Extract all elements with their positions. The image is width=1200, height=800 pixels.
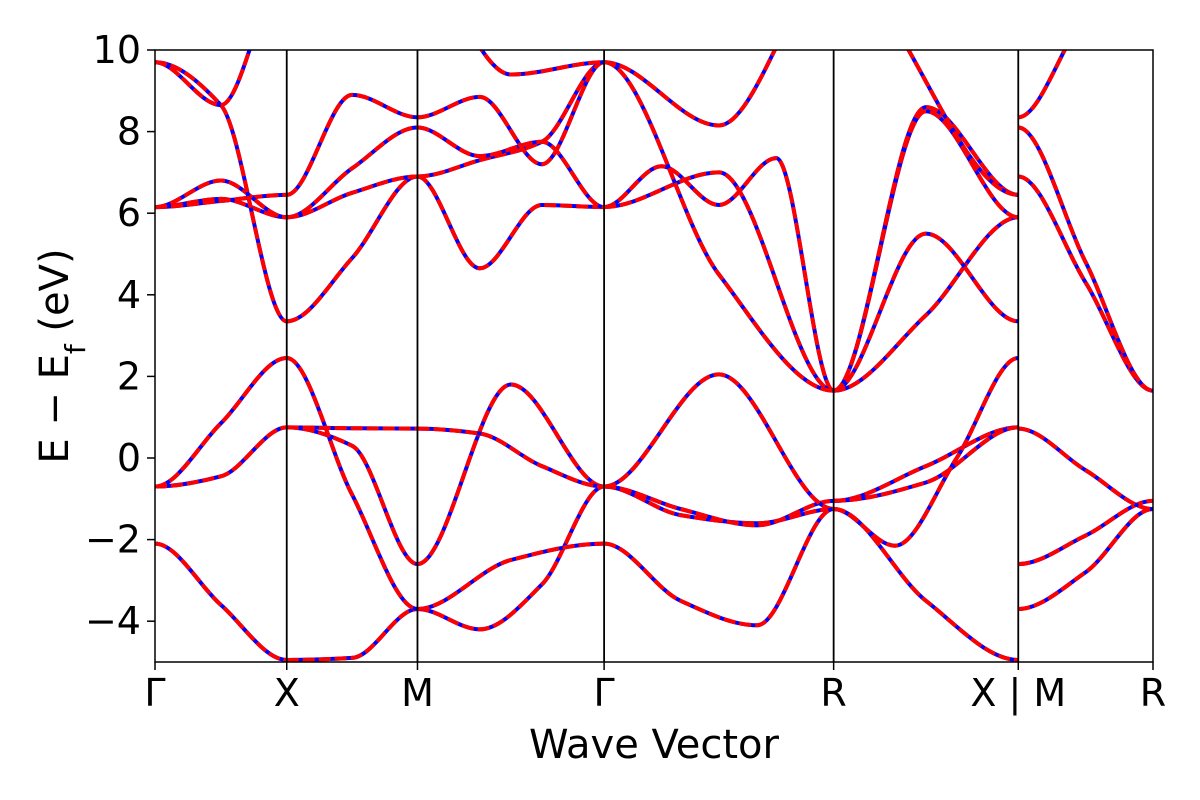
band-line-red-2-7 [417, 60, 605, 167]
band-line-red-0-7 [155, 50, 252, 108]
band-line-red-4-0 [833, 425, 1019, 503]
band-line-red-3-2 [603, 372, 834, 511]
band-line-red-0-6 [155, 60, 288, 324]
x-tick-label: R [820, 671, 846, 715]
band-line-red-2-3 [417, 541, 605, 611]
band-line-blue-3-2 [603, 372, 834, 511]
band-line-red-0-5 [155, 178, 287, 220]
band-line-red-5-1 [1018, 498, 1153, 567]
band-line-red-5-5 [1017, 50, 1067, 120]
band-line-blue-4-7 [832, 105, 1019, 393]
y-tick-label: 4 [117, 273, 141, 317]
band-line-red-3-4 [603, 156, 835, 393]
band-line-blue-5-2 [1018, 426, 1153, 511]
band-line-blue-4-6 [832, 109, 1019, 393]
band-line-blue-0-7 [155, 50, 252, 108]
x-tick-label: Γ [144, 671, 165, 715]
band-line-blue-2-2 [417, 426, 605, 489]
band-line-red-4-2 [833, 356, 1019, 548]
band-line-red-4-4 [833, 215, 1019, 393]
band-line-red-0-4 [155, 192, 287, 210]
x-tick-label: M [401, 671, 434, 715]
y-tick-label: 6 [117, 191, 141, 235]
band-line-red-4-6 [832, 109, 1019, 393]
band-line-blue-2-6 [417, 125, 605, 210]
band-line-red-2-4 [416, 174, 605, 271]
y-tick-label: 10 [93, 28, 141, 72]
y-tick-label: 2 [117, 354, 141, 398]
band-line-blue-0-0 [155, 541, 287, 662]
y-tick-label: −4 [85, 599, 141, 643]
band-line-blue-2-4 [416, 174, 605, 271]
x-axis-title: Wave Vector [529, 722, 780, 768]
band-line-red-1-7 [286, 92, 418, 197]
band-line-blue-5-1 [1018, 498, 1153, 567]
band-line-red-1-4 [286, 174, 418, 324]
band-line-blue-1-4 [286, 174, 418, 324]
band-line-blue-4-3 [833, 507, 1019, 662]
y-axis-title: E − Ef (eV) [32, 248, 92, 463]
y-axis-ticks: −4 −2 0 2 4 6 8 10 [85, 28, 155, 643]
band-line-blue-4-1 [833, 425, 1019, 503]
band-line-red-5-0 [1018, 507, 1153, 611]
y-tick-label: 8 [117, 110, 141, 154]
band-line-blue-2-5 [417, 60, 605, 179]
band-line-blue-3-6 [603, 50, 777, 128]
band-line-red-1-3 [286, 356, 418, 611]
band-line-red-3-3 [603, 507, 835, 628]
y-tick-label: −2 [85, 518, 141, 562]
x-axis-ticks: Γ X M Γ R X | M R [144, 662, 1166, 716]
band-line-red-4-7 [832, 105, 1019, 393]
x-tick-label: Γ [594, 671, 615, 715]
band-line-red-1-0 [286, 606, 418, 662]
band-line-red-0-1 [155, 425, 288, 489]
band-line-red-4-8 [906, 50, 1019, 197]
x-tick-label: X [274, 671, 300, 715]
band-line-red-3-1 [604, 484, 834, 528]
band-line-blue-1-0 [286, 606, 418, 662]
band-line-red-3-6 [603, 50, 777, 128]
x-tick-label: R [1140, 671, 1166, 715]
band-line-red-2-1 [416, 382, 605, 567]
band-line-red-1-6 [286, 125, 418, 220]
band-line-red-0-0 [155, 541, 287, 662]
band-line-blue-1-3 [286, 356, 418, 611]
band-line-red-4-3 [833, 507, 1019, 662]
band-line-blue-4-5 [833, 231, 1019, 393]
band-line-red-2-6 [417, 125, 605, 210]
band-line-red-4-5 [833, 231, 1019, 393]
band-line-red-3-7 [603, 60, 834, 393]
band-line-blue-2-3 [417, 541, 605, 611]
band-line-red-5-3 [1017, 174, 1153, 393]
band-line-red-2-0 [417, 484, 605, 632]
band-curves [155, 50, 1153, 662]
plot-frame [154, 49, 1154, 663]
band-line-red-5-2 [1018, 426, 1153, 511]
band-line-blue-2-1 [416, 382, 605, 567]
band-line-red-1-5 [286, 174, 418, 220]
band-line-blue-4-8 [906, 50, 1019, 197]
band-line-red-0-2 [155, 356, 288, 489]
band-line-blue-0-2 [155, 356, 288, 489]
band-line-red-5-4 [1017, 125, 1153, 393]
band-line-blue-3-3 [603, 507, 835, 628]
band-line-red-2-2 [417, 426, 605, 489]
y-tick-label: 0 [117, 436, 141, 480]
band-line-red-2-5 [417, 60, 605, 179]
band-line-red-1-1 [286, 425, 419, 567]
band-line-red-1-2 [286, 425, 418, 431]
band-line-red-3-5 [604, 170, 835, 393]
band-line-red-2-8 [479, 50, 605, 77]
x-tick-label: X | M [970, 671, 1066, 716]
high-symmetry-lines [285, 50, 1020, 662]
